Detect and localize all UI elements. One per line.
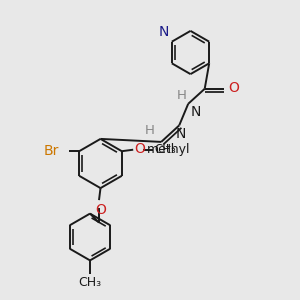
Text: N: N [159,25,169,39]
Text: methyl: methyl [147,142,190,156]
Text: O: O [228,81,239,95]
Text: CH₃: CH₃ [154,143,176,156]
Text: H: H [177,89,187,102]
Text: N: N [190,105,201,119]
Text: N: N [176,127,186,141]
Text: O: O [95,203,106,217]
Text: H: H [145,124,154,136]
Text: O: O [135,142,146,156]
Text: Br: Br [44,144,59,158]
Text: CH₃: CH₃ [78,276,102,289]
